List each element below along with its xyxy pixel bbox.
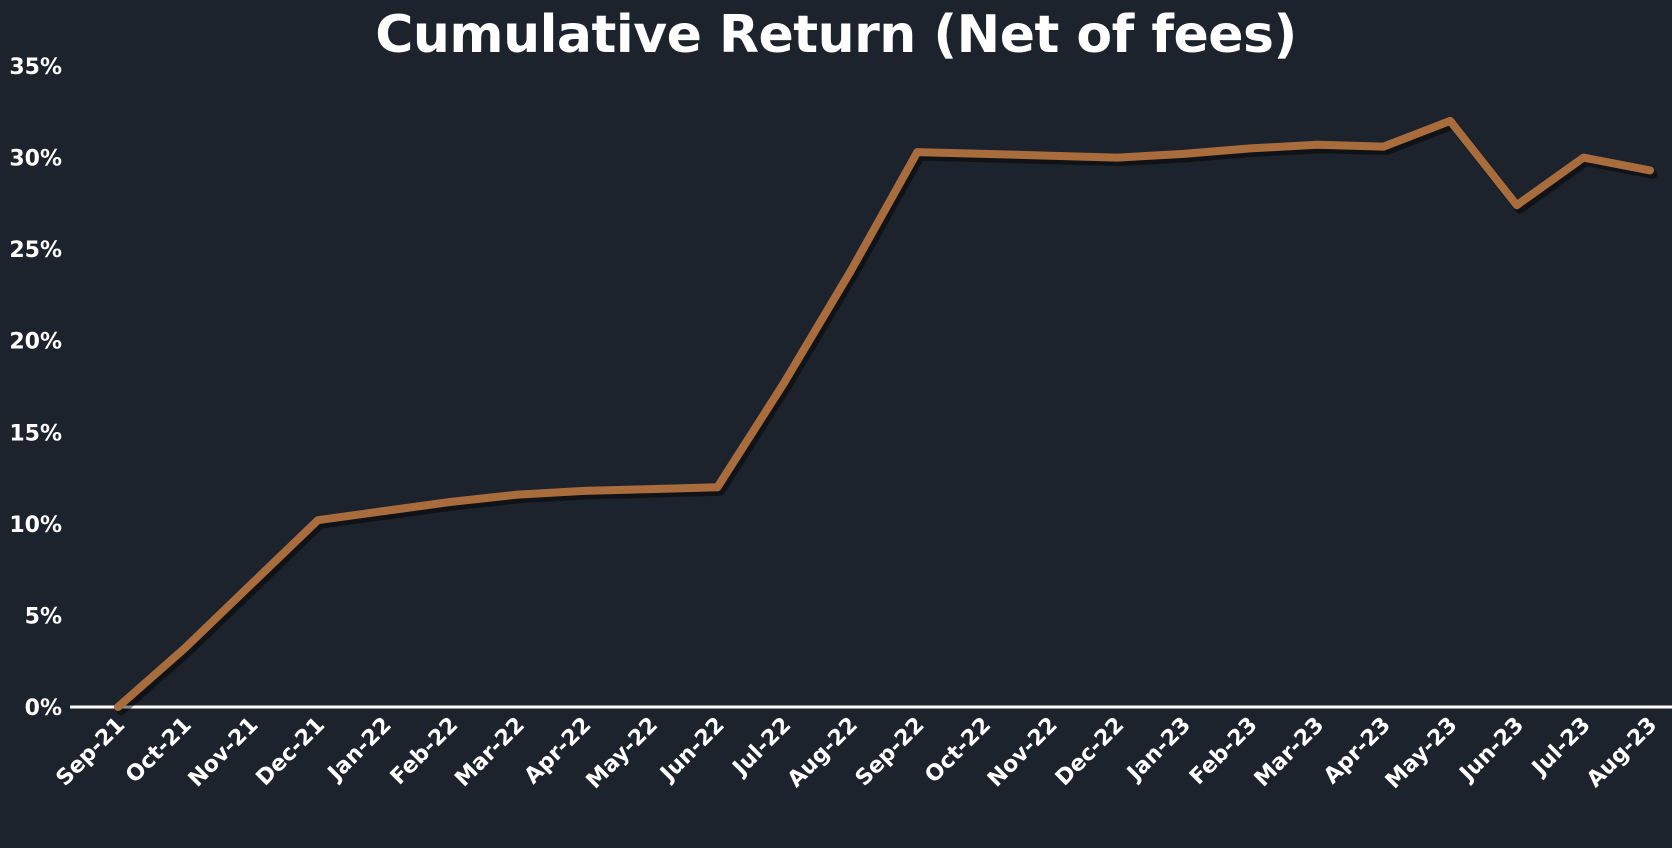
y-tick-label: 15%	[9, 421, 62, 446]
data-point	[648, 487, 653, 492]
data-point	[449, 499, 454, 504]
data-point	[1248, 146, 1253, 151]
data-point	[182, 646, 187, 651]
data-point	[1648, 168, 1652, 173]
data-point	[715, 485, 720, 490]
x-axis-ticks: Sep-21Oct-21Nov-21Dec-21Jan-22Feb-22Mar-…	[52, 713, 1663, 794]
data-point	[1048, 153, 1053, 158]
x-tick-label: Aug-22	[783, 713, 863, 793]
x-tick-label: Dec-21	[252, 713, 330, 791]
x-tick-label: Feb-22	[386, 713, 463, 790]
data-point	[981, 151, 986, 156]
y-tick-label: 35%	[9, 55, 62, 80]
x-tick-label: Nov-22	[983, 713, 1063, 793]
y-axis-ticks: 0% 5% 10% 15% 20% 25% 30% 35%	[9, 55, 62, 721]
x-tick-label: Jan-23	[1121, 713, 1196, 788]
series-line-shadow	[116, 120, 1658, 716]
y-tick-label: 20%	[9, 330, 62, 355]
x-tick-label: Nov-21	[184, 713, 264, 793]
data-point	[1314, 142, 1319, 147]
x-tick-label: Jan-22	[322, 713, 397, 788]
data-point	[1581, 155, 1586, 160]
data-point	[1448, 118, 1453, 123]
y-tick-label: 25%	[9, 238, 62, 263]
x-tick-label: Aug-23	[1582, 713, 1662, 793]
chart-title: Cumulative Return (Net of fees)	[375, 5, 1297, 65]
series-layer	[114, 116, 1658, 716]
x-tick-label: Sep-22	[851, 713, 930, 792]
data-point	[515, 492, 520, 497]
y-tick-label: 0%	[25, 696, 62, 721]
data-point	[782, 380, 787, 385]
data-point	[315, 518, 320, 523]
data-point	[1381, 144, 1386, 149]
y-tick-label: 30%	[9, 147, 62, 172]
x-tick-label: Feb-23	[1185, 713, 1262, 790]
x-tick-label: Mar-23	[1250, 713, 1329, 792]
y-tick-label: 5%	[25, 604, 62, 629]
y-tick-label: 10%	[9, 513, 62, 538]
data-point	[582, 488, 587, 493]
x-tick-label: Jun-22	[655, 713, 730, 788]
data-point	[1514, 203, 1519, 208]
data-point	[249, 582, 254, 587]
x-tick-label: Jun-23	[1454, 713, 1529, 788]
data-point	[116, 705, 120, 709]
data-point	[382, 509, 387, 514]
series-line	[114, 116, 1654, 711]
x-tick-label: May-22	[582, 713, 663, 794]
x-tick-label: Dec-22	[1051, 713, 1129, 791]
data-point	[1181, 151, 1186, 156]
data-point	[1115, 155, 1120, 160]
x-tick-label: Sep-21	[52, 713, 131, 792]
data-point	[915, 150, 920, 155]
x-tick-label: May-23	[1381, 713, 1462, 794]
data-point	[848, 269, 853, 274]
x-tick-label: Mar-22	[450, 713, 529, 792]
